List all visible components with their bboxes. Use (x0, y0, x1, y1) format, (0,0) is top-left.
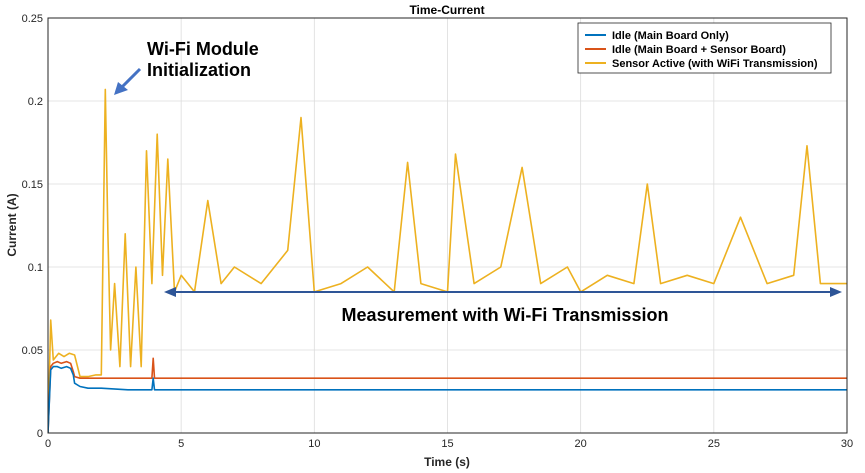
annotation-arrow-init (114, 67, 142, 95)
series-line-1 (48, 357, 847, 433)
series-layer (48, 88, 847, 433)
plot-frame (47, 17, 848, 434)
x-tick-label: 10 (308, 438, 320, 450)
x-tick-label: 25 (708, 438, 720, 450)
annotation-measurement: Measurement with Wi-Fi Transmission (342, 305, 669, 325)
legend-box (577, 22, 832, 74)
y-tick-label: 0 (37, 428, 43, 440)
legend-label-idle-main: Idle (Main Board Only) (612, 30, 729, 42)
annotation-wifi-init-line2: Initialization (147, 60, 251, 80)
legend: Idle (Main Board Only) Idle (Main Board … (577, 22, 832, 74)
y-tick-label: 0.05 (22, 345, 43, 357)
x-axis-label: Time (s) (424, 455, 470, 469)
legend-label-sensor-active: Sensor Active (with WiFi Transmission) (612, 58, 818, 70)
x-tick-label: 20 (575, 438, 587, 450)
y-axis-label: Current (A) (5, 193, 19, 256)
annotation-wifi-init-line1: Wi-Fi Module (147, 39, 259, 59)
legend-label-idle-sensor: Idle (Main Board + Sensor Board) (612, 44, 786, 56)
x-tick-label: 0 (45, 438, 51, 450)
x-tick-label: 30 (841, 438, 853, 450)
series-line-0 (48, 365, 847, 433)
annotation-arrow-measurement (164, 287, 842, 297)
y-axis: 0 0.05 0.1 0.15 0.2 0.25 (22, 13, 43, 440)
y-tick-label: 0.25 (22, 13, 43, 25)
x-tick-label: 15 (441, 438, 453, 450)
series-line-2 (48, 88, 847, 433)
y-tick-label: 0.2 (28, 96, 43, 108)
x-axis: 0 5 10 15 20 25 30 (45, 438, 853, 450)
x-tick-label: 5 (178, 438, 184, 450)
y-tick-label: 0.1 (28, 262, 43, 274)
chart-title: Time-Current (409, 3, 484, 17)
y-tick-label: 0.15 (22, 179, 43, 191)
